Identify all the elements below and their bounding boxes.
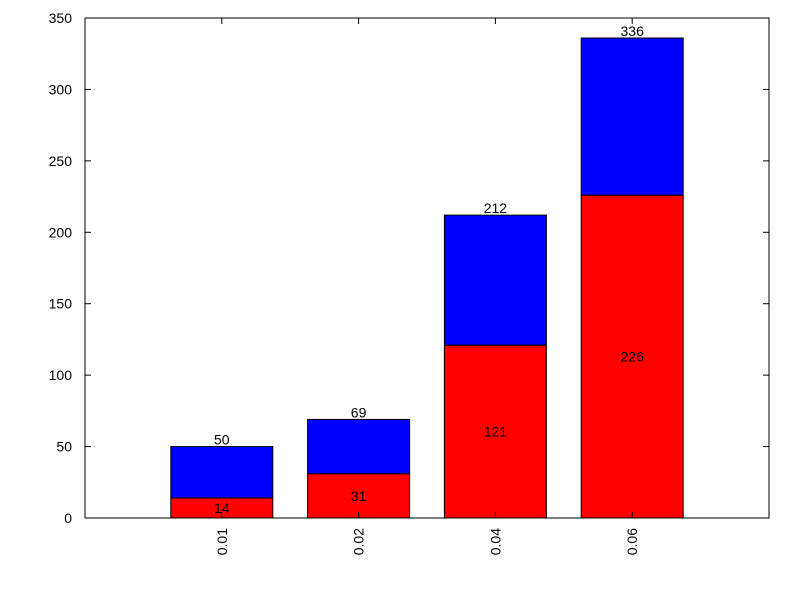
total-value-label: 50 (214, 432, 230, 448)
x-axis: 0.01 0.02 0.04 0.06 (214, 18, 640, 555)
y-tick-label: 50 (56, 439, 72, 455)
y-axis: 0 50 100 150 200 250 300 350 (49, 10, 769, 526)
segment-value-label: 121 (484, 424, 508, 440)
total-value-label: 212 (484, 200, 508, 216)
x-tick-label: 0.01 (214, 528, 230, 555)
segment-value-label: 31 (351, 488, 367, 504)
y-tick-label: 200 (49, 224, 73, 240)
y-tick-label: 100 (49, 367, 73, 383)
bar-segment-1-0.01 (170, 446, 274, 499)
bars-layer (170, 37, 684, 519)
x-tick-label: 0.06 (624, 528, 640, 555)
bar-segment-0-0.02 (307, 473, 411, 519)
bar-segment-1-0.06 (580, 37, 684, 196)
bar-segment-1-0.04 (443, 214, 547, 346)
total-value-label: 336 (621, 23, 645, 39)
bar-segment-1-0.02 (307, 418, 411, 475)
y-tick-label: 0 (64, 510, 72, 526)
plot-frame (84, 17, 770, 519)
bar-segment-0-0.06 (580, 194, 684, 519)
total-value-label: 69 (351, 404, 367, 420)
total-labels-layer: 50 69 212 336 (214, 23, 644, 448)
y-tick-label: 350 (49, 10, 73, 26)
x-tick-label: 0.04 (487, 528, 503, 555)
y-tick-label: 150 (49, 296, 73, 312)
segment-labels-layer: 14 31 121 226 (214, 349, 644, 516)
segment-value-label: 14 (214, 500, 230, 516)
x-tick-label: 0.02 (351, 528, 367, 555)
y-tick-label: 250 (49, 153, 73, 169)
y-tick-label: 300 (49, 81, 73, 97)
segment-value-label: 226 (621, 349, 645, 365)
